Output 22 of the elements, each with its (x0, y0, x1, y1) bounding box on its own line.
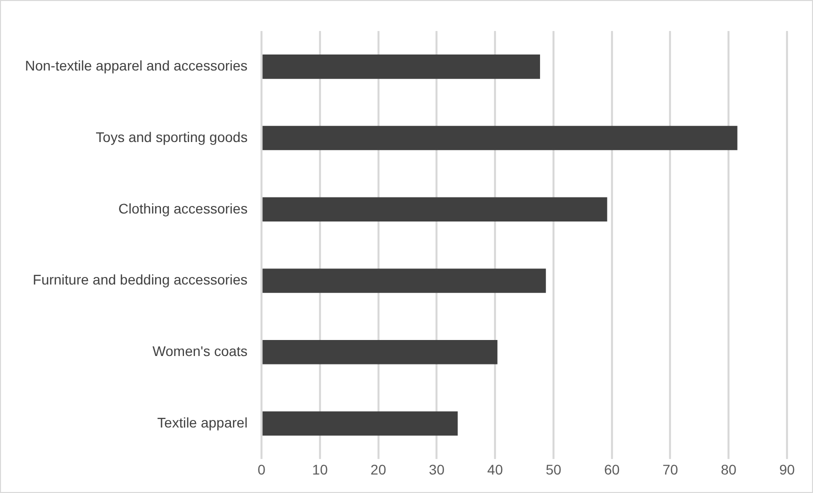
bar (262, 268, 546, 293)
y-tick-label: Non-textile apparel and accessories (24, 58, 248, 74)
x-tick-label: 90 (779, 461, 795, 478)
x-tick-label: 80 (720, 461, 737, 478)
x-tick-label: 70 (662, 461, 678, 478)
x-tick-label: 30 (428, 461, 445, 478)
x-tick-label: 10 (312, 461, 328, 478)
x-tick-label: 50 (546, 461, 562, 478)
y-tick-label: Furniture and bedding accessories (32, 272, 248, 288)
x-tick-label: 0 (258, 461, 266, 478)
y-tick-label: Clothing accessories (118, 200, 248, 216)
bar (262, 126, 738, 150)
x-tick-label: 60 (604, 461, 620, 478)
x-tick-label: 20 (370, 461, 386, 478)
bar (262, 197, 608, 222)
bar (262, 411, 458, 436)
y-tick-label: Women's coats (152, 343, 248, 360)
x-tick-label: 40 (487, 461, 504, 478)
bar (262, 54, 540, 79)
y-tick-label: Toys and sporting goods (96, 128, 248, 145)
bar (262, 340, 498, 364)
y-tick-label: Textile apparel (157, 414, 248, 430)
